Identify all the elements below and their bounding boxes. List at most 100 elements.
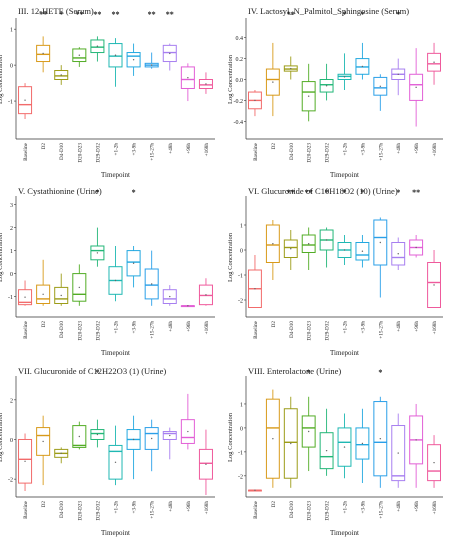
x-tick-label: +96h [414,143,420,154]
chart-panel-3: V. Cystathionine (Urine) -1 0 1 2 3 Log Concen… [0,186,215,357]
box-iqr [108,43,123,68]
x-tick-label: D20-D23 [307,501,313,521]
box-mean-point [42,293,44,295]
box-iqr [319,432,334,470]
box-D29-D32 [319,63,334,101]
x-tick-label: D4-D10 [59,501,65,518]
significance-marker: ** [112,10,120,19]
box-iqr [198,448,213,480]
box-iqr [180,66,195,89]
significance-marker: * [396,188,400,197]
significance-marker: * [343,10,347,19]
box-D29-D32 [90,36,105,62]
y-tick-label: -0.2 [234,99,244,105]
box-mean-point [361,442,364,445]
box-mean-point [290,442,292,445]
x-tick-label: D2 [271,321,277,328]
box-mean-point [96,252,99,254]
x-tick-label: +96h [186,501,192,512]
box-D20-D23 [301,227,316,270]
box-D2 [265,42,280,117]
x-tick-label: +3-9h [132,321,138,334]
box-iqr [265,68,280,96]
box-iqr [162,44,177,63]
box-mean-point [24,460,26,462]
x-tick-label: +3-9h [132,501,138,514]
significance-marker: * [343,188,347,197]
x-tick-label: D29-D32 [95,501,101,521]
box-+168h [198,429,213,495]
significance-marker: ** [305,188,313,197]
x-tick-label: +1-2h [114,501,120,514]
box-iqr [283,408,298,479]
x-tick-label: D4-D10 [59,321,65,338]
x-tick-label: Baseline [23,320,29,339]
box-mean-point [114,279,117,282]
box-Baseline [18,83,33,120]
box-mean-point [307,95,310,97]
x-tick-label: D2 [41,501,47,508]
box-mean-point [60,74,62,76]
box-Baseline [248,89,262,117]
x-tick-label: +96h [414,501,420,512]
significance-marker: ** [287,188,295,197]
panel-title: III. 12-HETE (Serum) [18,6,94,16]
box-mean-point [343,249,346,251]
box-mean-point [150,283,153,285]
x-tick-label: +3-9h [360,143,366,156]
box-iqr [72,425,87,448]
x-tick-label: D4-D10 [289,501,295,518]
box-D2 [36,36,51,73]
box-D2 [265,220,280,280]
x-tick-label: D29-D32 [95,321,101,341]
x-tick-label: +48h [396,143,402,154]
y-axis-label: Log Concentration [227,232,234,282]
box-+48h [162,427,177,460]
box-mean-point [60,452,62,455]
box-+3-9h [126,415,141,480]
box-mean-point [379,85,382,87]
significance-marker: * [360,10,364,19]
box-mean-point [343,446,346,448]
x-tick-label: D4-D10 [59,143,65,160]
panel-title: V. Cystathionine (Urine) [18,186,102,196]
x-tick-label: +15-27h [150,501,156,519]
significance-marker: ** [287,10,295,19]
box-+3-9h [355,42,370,80]
box-mean-point [433,61,435,63]
x-tick-label: Baseline [253,142,259,161]
box-iqr [301,234,316,253]
box-mean-point [78,54,81,56]
y-tick-label: -2 [8,478,13,484]
y-tick-label: 2 [10,398,13,404]
box-+1-2h [108,246,123,302]
box-+15-27h [373,74,388,111]
significance-marker: * [95,188,99,197]
y-tick-label: 0.0 [236,78,244,84]
x-tick-label: +15-27h [150,143,156,161]
box-iqr [180,419,195,444]
box-mean-point [169,295,171,298]
box-+96h [409,403,424,488]
x-tick-label: D20-D23 [77,501,83,521]
box-+168h [198,72,213,94]
x-tick-label: D20-D23 [77,143,83,163]
x-tick-label: D2 [41,321,47,328]
box-+15-27h [144,419,159,472]
y-tick-label: -2 [238,474,243,480]
box-+15-27h [373,396,388,488]
box-+1-2h [337,53,352,90]
box-+3-9h [355,235,370,268]
y-tick-label: 0 [10,438,13,444]
significance-marker: ** [166,10,174,19]
box-iqr [126,250,141,277]
box-mean-point [307,430,310,433]
box-mean-point [361,65,364,68]
significance-marker: * [360,188,364,197]
box-mean-point [290,248,292,250]
panel-title: VI. Glucuronide of C10H18O2 (10) (Urine) [248,186,398,196]
x-tick-label: D20-D23 [77,321,83,341]
x-tick-label: +168h [432,321,438,335]
panel-title: VII. Glucuronide of C12H22O3 (1) (Urine) [18,366,166,376]
